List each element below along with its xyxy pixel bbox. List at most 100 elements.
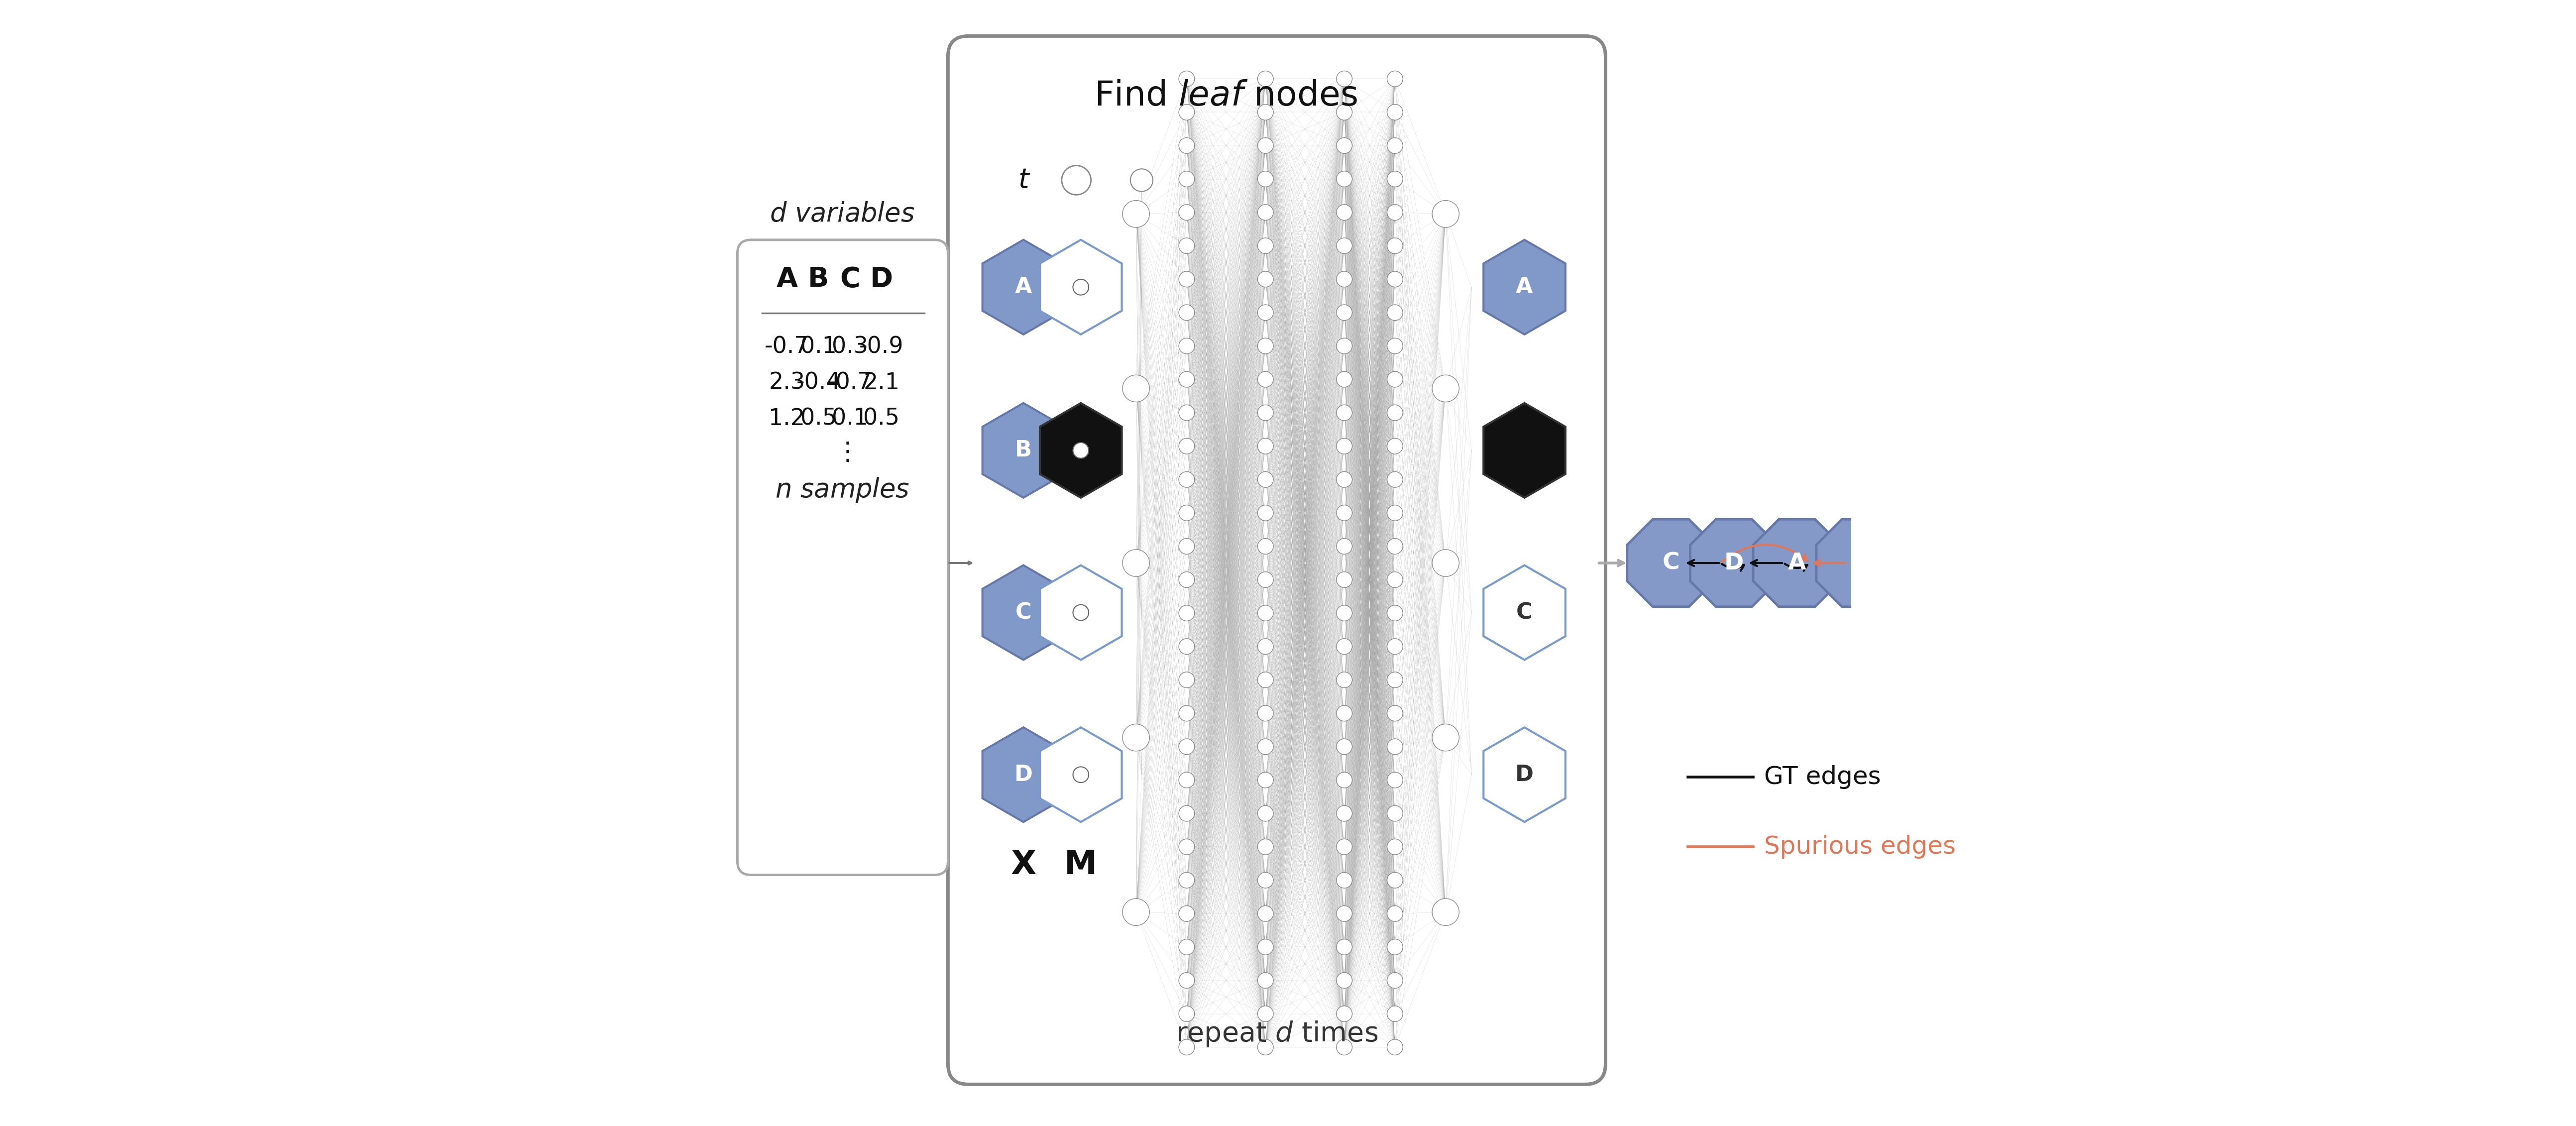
- Circle shape: [1257, 839, 1273, 855]
- Circle shape: [1180, 506, 1195, 521]
- Polygon shape: [981, 403, 1064, 498]
- Circle shape: [1257, 338, 1273, 354]
- Circle shape: [1257, 638, 1273, 654]
- Circle shape: [1257, 705, 1273, 721]
- Polygon shape: [1041, 403, 1121, 498]
- Text: 0.3: 0.3: [832, 336, 868, 358]
- Text: 2.3: 2.3: [768, 372, 806, 394]
- Polygon shape: [1041, 240, 1121, 334]
- Circle shape: [1337, 205, 1352, 221]
- Circle shape: [1180, 472, 1195, 488]
- Text: $\vdots$: $\vdots$: [835, 440, 850, 465]
- Polygon shape: [1484, 403, 1566, 498]
- Text: M: M: [1064, 848, 1097, 882]
- Circle shape: [1257, 605, 1273, 620]
- Text: C: C: [1015, 601, 1030, 624]
- Circle shape: [1123, 200, 1149, 227]
- Circle shape: [1337, 572, 1352, 588]
- Circle shape: [1131, 169, 1154, 191]
- Circle shape: [1386, 873, 1404, 888]
- Circle shape: [1337, 238, 1352, 253]
- Circle shape: [1123, 899, 1149, 926]
- Circle shape: [1257, 506, 1273, 521]
- Circle shape: [1432, 375, 1458, 402]
- Circle shape: [1061, 166, 1092, 195]
- Circle shape: [1432, 549, 1458, 577]
- Polygon shape: [1754, 519, 1842, 607]
- Circle shape: [1180, 271, 1195, 287]
- Circle shape: [1386, 839, 1404, 855]
- Circle shape: [1180, 739, 1195, 754]
- Circle shape: [1074, 443, 1090, 458]
- Circle shape: [1180, 1006, 1195, 1021]
- Text: X: X: [1010, 848, 1036, 882]
- Circle shape: [1257, 472, 1273, 488]
- Circle shape: [1257, 672, 1273, 688]
- Circle shape: [1257, 873, 1273, 888]
- Circle shape: [1337, 105, 1352, 120]
- Circle shape: [1337, 605, 1352, 620]
- Text: 0.5: 0.5: [863, 408, 899, 430]
- Circle shape: [1257, 805, 1273, 821]
- Circle shape: [1386, 238, 1404, 253]
- Circle shape: [1257, 171, 1273, 187]
- Circle shape: [1386, 171, 1404, 187]
- Circle shape: [1386, 905, 1404, 921]
- Circle shape: [1386, 305, 1404, 321]
- Circle shape: [1180, 939, 1195, 955]
- Circle shape: [1337, 973, 1352, 989]
- Circle shape: [1123, 724, 1149, 751]
- Circle shape: [1180, 839, 1195, 855]
- Circle shape: [1386, 338, 1404, 354]
- Circle shape: [1180, 71, 1195, 87]
- Circle shape: [1386, 705, 1404, 721]
- Circle shape: [1337, 905, 1352, 921]
- Circle shape: [1180, 538, 1195, 554]
- Text: -0.9: -0.9: [860, 336, 904, 358]
- Text: C: C: [1517, 601, 1533, 624]
- Circle shape: [1257, 905, 1273, 921]
- Circle shape: [1257, 973, 1273, 989]
- Circle shape: [1180, 105, 1195, 120]
- Circle shape: [1180, 305, 1195, 321]
- Polygon shape: [1484, 727, 1566, 822]
- Circle shape: [1180, 805, 1195, 821]
- Text: B: B: [1852, 552, 1870, 574]
- Polygon shape: [1816, 519, 1904, 607]
- Polygon shape: [981, 240, 1064, 334]
- Text: 0.5: 0.5: [801, 408, 837, 430]
- Text: A: A: [1788, 552, 1806, 574]
- Circle shape: [1337, 805, 1352, 821]
- Circle shape: [1337, 1039, 1352, 1055]
- Circle shape: [1257, 137, 1273, 153]
- Circle shape: [1386, 205, 1404, 221]
- Circle shape: [1337, 372, 1352, 387]
- Text: t: t: [1018, 167, 1028, 194]
- Text: Spurious edges: Spurious edges: [1765, 834, 1955, 859]
- Text: 1.2: 1.2: [768, 408, 806, 430]
- Polygon shape: [1484, 240, 1566, 334]
- Text: C: C: [1662, 552, 1680, 574]
- Circle shape: [1386, 472, 1404, 488]
- Text: A: A: [1515, 276, 1533, 298]
- Circle shape: [1180, 705, 1195, 721]
- Circle shape: [1257, 739, 1273, 754]
- Circle shape: [1432, 200, 1458, 227]
- Text: B: B: [1015, 439, 1033, 462]
- Circle shape: [1180, 372, 1195, 387]
- Circle shape: [1337, 405, 1352, 421]
- Circle shape: [1257, 405, 1273, 421]
- Circle shape: [1123, 375, 1149, 402]
- Circle shape: [1386, 271, 1404, 287]
- Circle shape: [1257, 538, 1273, 554]
- Circle shape: [1337, 873, 1352, 888]
- Circle shape: [1180, 338, 1195, 354]
- Text: 0.1: 0.1: [801, 336, 837, 358]
- Circle shape: [1257, 305, 1273, 321]
- Circle shape: [1386, 1039, 1404, 1055]
- Circle shape: [1180, 672, 1195, 688]
- Circle shape: [1180, 205, 1195, 221]
- Circle shape: [1432, 899, 1458, 926]
- Polygon shape: [981, 727, 1064, 822]
- Circle shape: [1386, 739, 1404, 754]
